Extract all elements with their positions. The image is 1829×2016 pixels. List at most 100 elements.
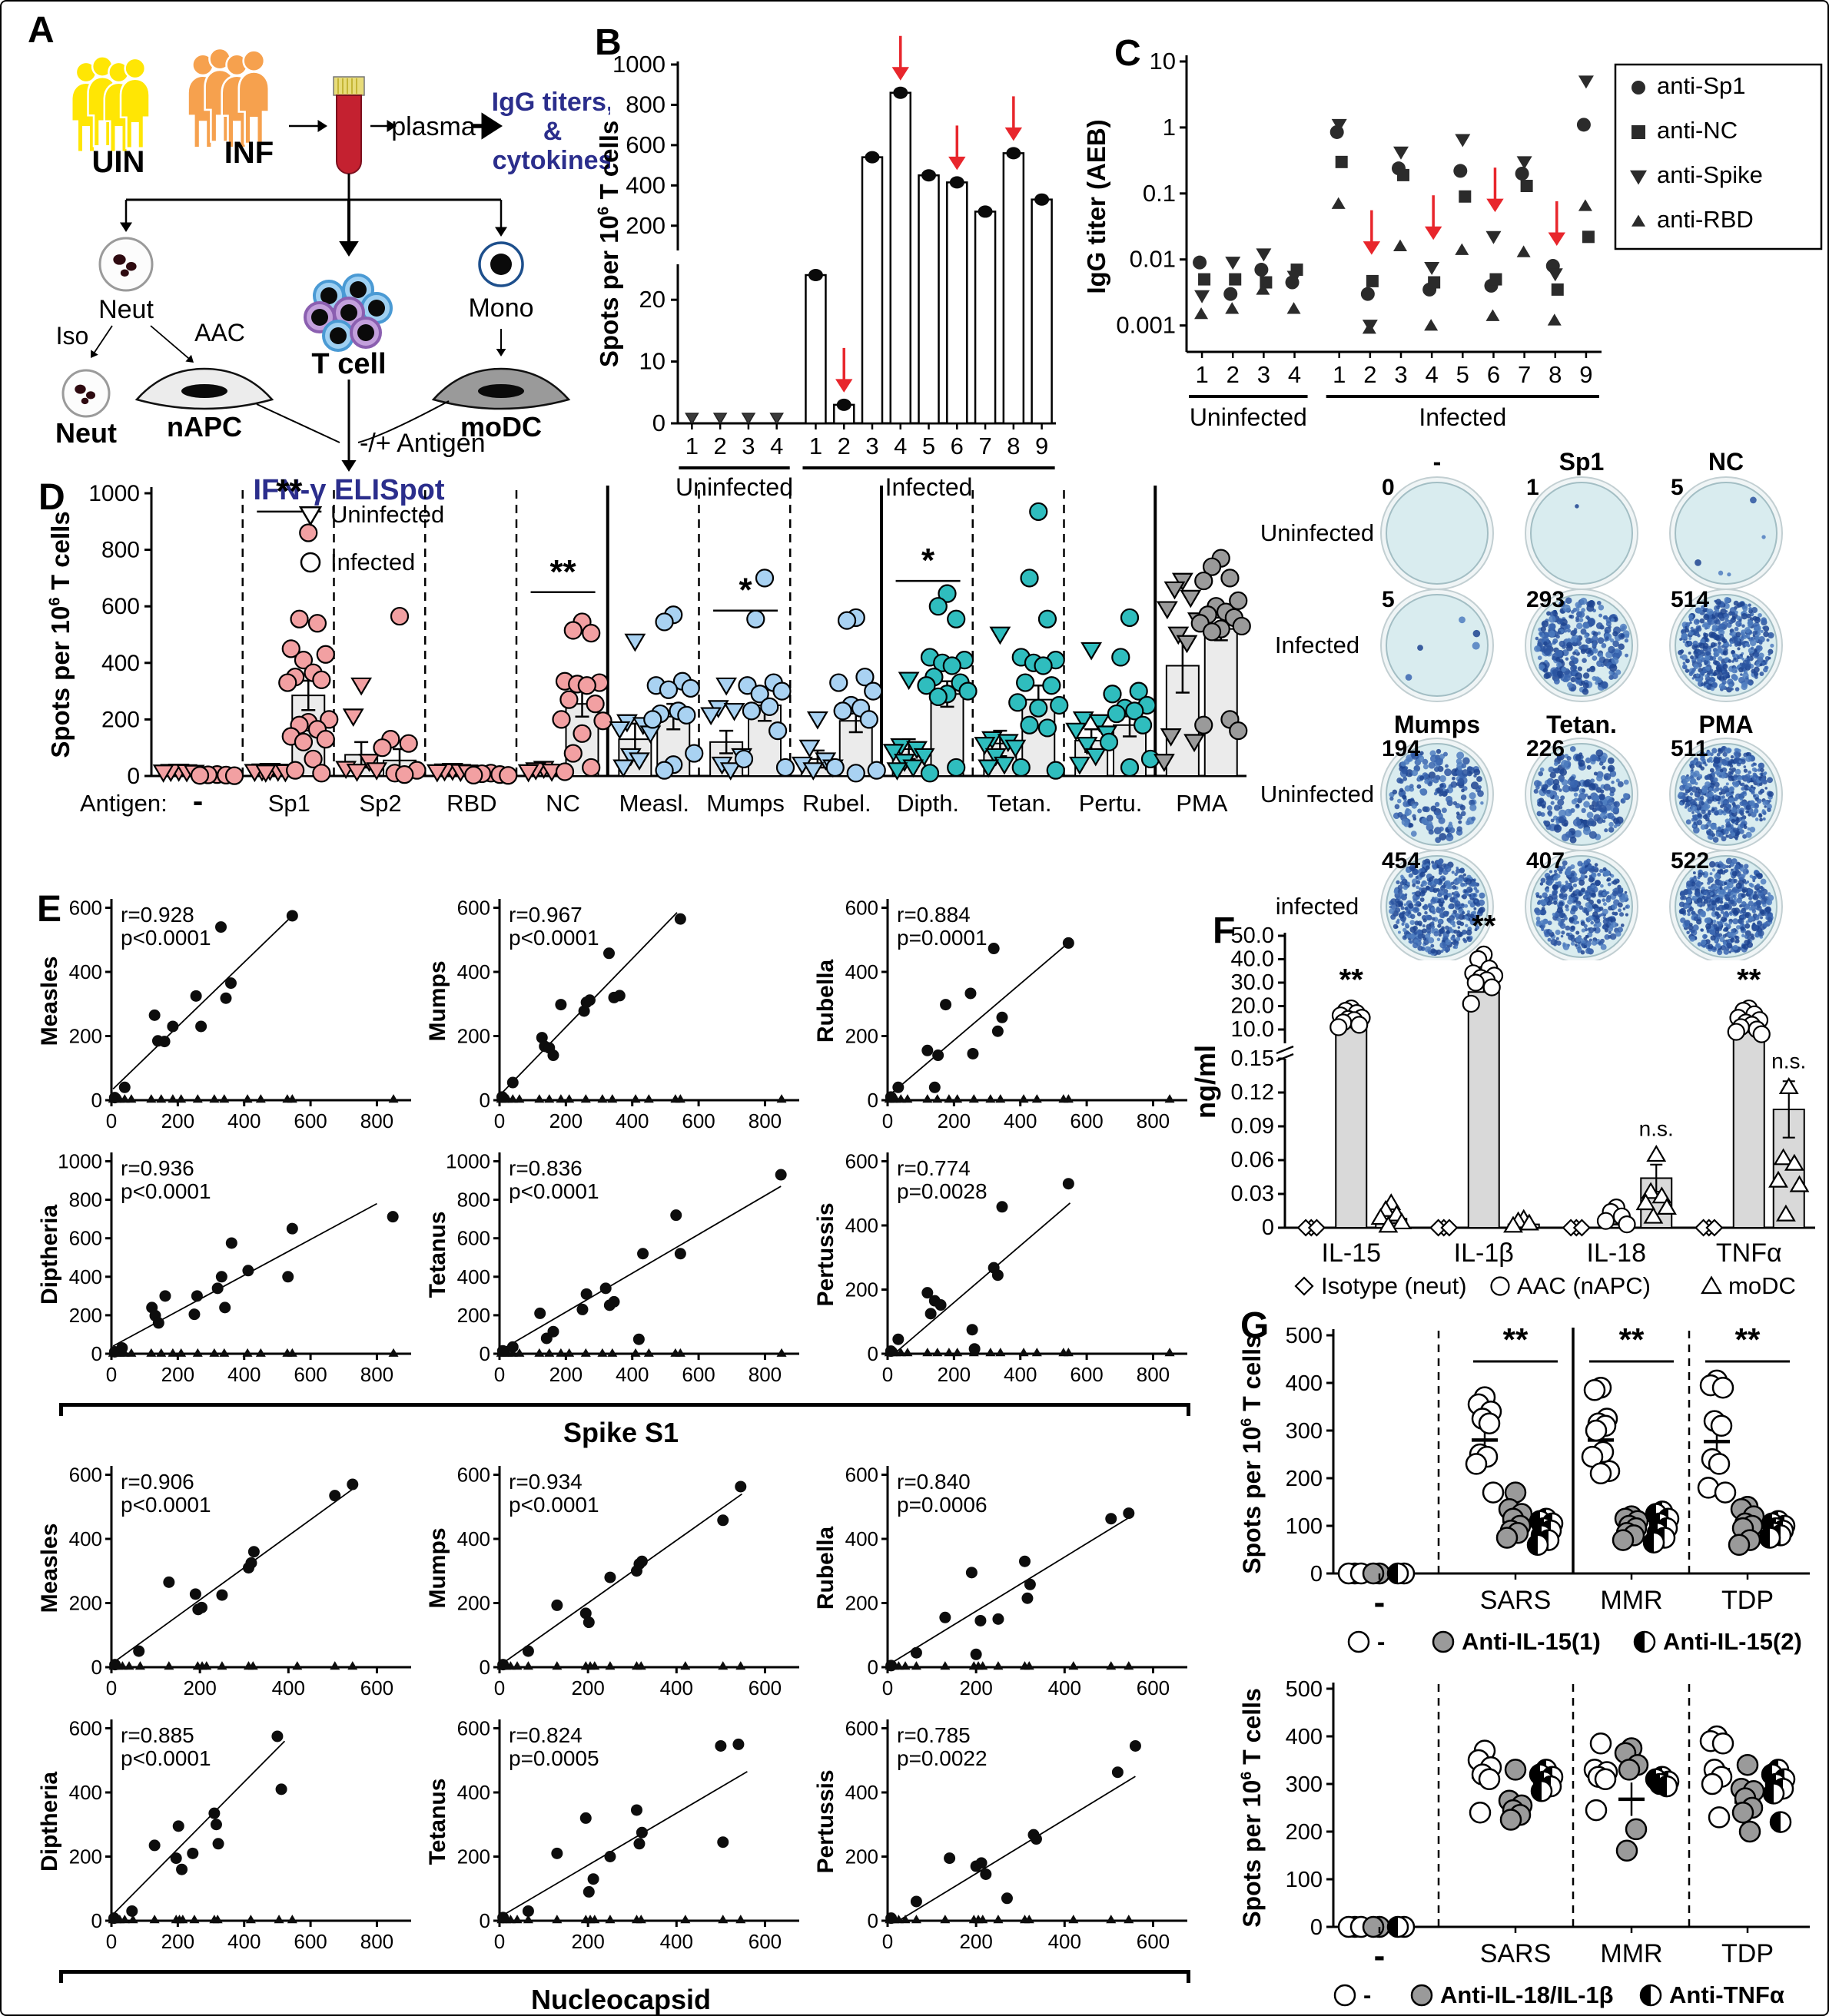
svg-text:Rubella: Rubella (815, 1527, 838, 1610)
svg-text:400: 400 (457, 960, 490, 983)
modc-cell-icon (431, 367, 571, 410)
svg-text:0.1: 0.1 (1143, 180, 1176, 207)
svg-text:MMR: MMR (1600, 1939, 1662, 1968)
svg-text:Measl.: Measl. (619, 790, 689, 817)
svg-text:p<0.0001: p<0.0001 (509, 926, 599, 950)
svg-text:200: 200 (1286, 1820, 1323, 1845)
svg-text:200: 200 (571, 1676, 604, 1699)
svg-text:400: 400 (845, 1214, 878, 1237)
svg-text:-: - (1377, 1628, 1385, 1655)
svg-text:400: 400 (1048, 1676, 1081, 1699)
svg-text:400: 400 (845, 1527, 878, 1550)
svg-text:200: 200 (845, 1845, 878, 1868)
svg-text:7: 7 (978, 433, 991, 459)
svg-text:1000: 1000 (88, 481, 140, 506)
svg-text:-/+ Antigen: -/+ Antigen (360, 429, 486, 458)
svg-text:800: 800 (1137, 1363, 1170, 1386)
svg-text:800: 800 (69, 1189, 102, 1212)
svg-text:Uninfected: Uninfected (330, 501, 444, 528)
svg-text:INF: INF (224, 136, 274, 170)
svg-text:-: - (1433, 448, 1442, 476)
svg-text:0: 0 (882, 1109, 893, 1132)
svg-text:0.001: 0.001 (1116, 312, 1176, 339)
panel-b-elispot-bar-chart: 200 400 600 800 1000 0 10 20 Spots per 106 T cel… (587, 18, 1071, 501)
svg-text:200: 200 (69, 1025, 102, 1048)
svg-text:&: & (543, 117, 563, 146)
panel-d-chart: 0 200 400 600 800 1000 Spots per 106 T cells - S… (45, 472, 1251, 818)
svg-text:0: 0 (480, 1089, 490, 1112)
svg-text:anti-NC: anti-NC (1657, 117, 1738, 144)
svg-text:800: 800 (101, 538, 140, 563)
svg-text:r=0.840: r=0.840 (897, 1470, 971, 1494)
svg-text:400: 400 (1004, 1363, 1037, 1386)
svg-text:Anti-IL-15(2): Anti-IL-15(2) (1663, 1628, 1802, 1655)
elispot-well-image (1380, 738, 1494, 851)
svg-text:0: 0 (480, 1909, 490, 1932)
svg-text:30.0: 30.0 (1231, 970, 1274, 995)
svg-text:0.01: 0.01 (1130, 246, 1176, 273)
svg-text:600: 600 (845, 1464, 878, 1487)
svg-text:Mono: Mono (468, 293, 533, 323)
svg-text:Mumps: Mumps (1394, 711, 1480, 738)
svg-text:Spots per 106 T cells: Spots per 106 T cells (1238, 1335, 1266, 1574)
svg-text:50.0: 50.0 (1231, 923, 1274, 948)
svg-text:400: 400 (660, 1930, 693, 1953)
svg-text:Measles: Measles (38, 957, 62, 1046)
svg-text:-: - (1374, 1583, 1386, 1621)
svg-text:**: ** (1735, 1321, 1761, 1358)
svg-text:600: 600 (69, 1464, 102, 1487)
svg-text:200: 200 (845, 1025, 878, 1048)
svg-text:3: 3 (1394, 361, 1407, 388)
svg-text:**: ** (1472, 909, 1496, 943)
people-group (71, 55, 151, 153)
svg-text:p<0.0001: p<0.0001 (121, 1493, 211, 1517)
corr-plot-diptheria-nc: 0 200 400 600 0 200 400 600 800 Diptheria r=0.885 p… (37, 1715, 427, 1972)
corr-plot-mumps-nc: 0 200 400 600 0 200 400 600 Mumps r=0.934 p<0.0001 (425, 1461, 815, 1719)
svg-text:5: 5 (1382, 587, 1395, 612)
corr-plot-rubella-nc: 0 200 400 600 0 200 400 600 Rubella r=0.840 p=0.00… (813, 1461, 1203, 1719)
svg-text:3: 3 (742, 433, 755, 459)
svg-text:400: 400 (1286, 1725, 1323, 1749)
svg-text:moDC: moDC (460, 411, 542, 443)
svg-text:0: 0 (91, 1909, 102, 1932)
svg-text:600: 600 (845, 1717, 878, 1740)
svg-text:0: 0 (494, 1676, 505, 1699)
svg-text:Measles: Measles (38, 1524, 62, 1613)
panel-c-label: C (1114, 33, 1141, 74)
svg-text:400: 400 (69, 1265, 102, 1288)
svg-text:1000: 1000 (612, 51, 666, 78)
correlation-scatter: 0 200 400 600 0 200 400 600 800 Mumps r=0.967p<0.0… (425, 897, 799, 1132)
svg-text:0: 0 (1382, 475, 1395, 500)
panel-g-top-dot-plot: 0 100 200 300 400 500 Spots per 106 T cells - SA… (1230, 1306, 1827, 1662)
svg-text:*: * (739, 572, 753, 609)
svg-text:Pertu.: Pertu. (1079, 790, 1143, 817)
svg-text:8: 8 (1007, 433, 1020, 459)
corr-plot-tetanus-spike: 0 200 400 600 800 1000 0 200 400 600 800 Tetanus r=0… (425, 1148, 815, 1405)
svg-text:800: 800 (749, 1363, 782, 1386)
napc-cell-icon (134, 367, 274, 410)
nucleocapsid-bracket (59, 1970, 1190, 1983)
svg-text:PMA: PMA (1698, 711, 1753, 738)
svg-text:200: 200 (161, 1930, 194, 1953)
blood-tube-icon (333, 76, 365, 174)
elispot-well-image (1380, 476, 1494, 590)
svg-text:Infected: Infected (1275, 632, 1359, 658)
panel-d-label: D (38, 477, 65, 518)
svg-text:400: 400 (457, 1527, 490, 1550)
elispot-well-image (1525, 476, 1638, 590)
svg-text:Mumps: Mumps (427, 961, 450, 1042)
svg-text:n.s.: n.s. (1639, 1117, 1674, 1141)
svg-text:400: 400 (626, 171, 666, 198)
svg-text:200: 200 (959, 1930, 992, 1953)
svg-text:10: 10 (639, 348, 666, 375)
correlation-scatter: 0 200 400 600 0 200 400 600 800 Pertussis r=0.774p… (813, 1150, 1187, 1386)
svg-text:1: 1 (1163, 114, 1176, 141)
svg-text:p=0.0022: p=0.0022 (897, 1746, 988, 1770)
svg-text:Tetanus: Tetanus (427, 1212, 450, 1298)
correlation-scatter: 0 200 400 600 0 200 400 600 Tetanus r=0.824p=0.00… (425, 1717, 799, 1953)
correlation-scatter: 0 200 400 600 0 200 400 600 Pertussis r=0.785p=0.… (813, 1717, 1187, 1953)
svg-text:511: 511 (1671, 736, 1708, 761)
svg-text:Tetan.: Tetan. (987, 790, 1051, 817)
